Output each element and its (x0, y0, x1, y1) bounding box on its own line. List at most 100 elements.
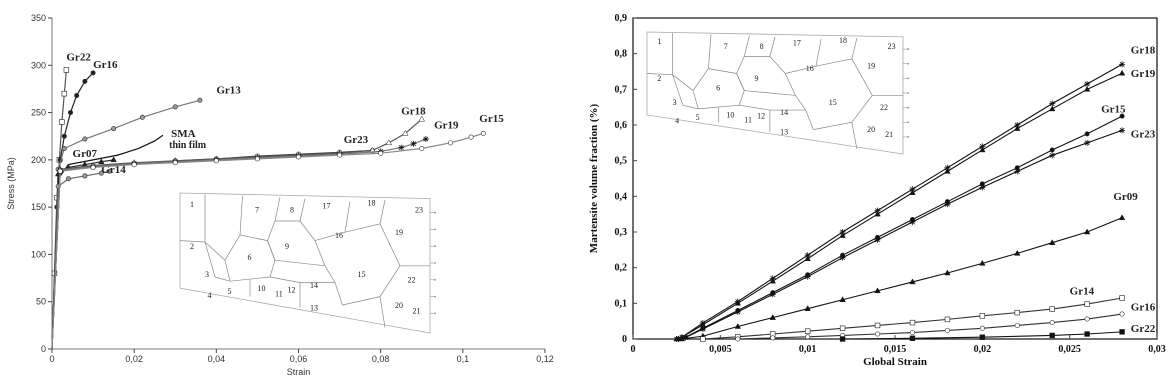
data-point (804, 273, 811, 280)
chart1-grain-boundary (744, 56, 786, 74)
data-point (734, 299, 742, 306)
data-point (98, 170, 104, 176)
chart1-y-tick-label: 0,2 (615, 263, 628, 274)
data-point (59, 119, 65, 125)
chart1-y-axis-title: Martensite volume fraction (%) (588, 103, 600, 253)
data-point (734, 323, 742, 329)
data-point (402, 129, 409, 136)
data-point (875, 331, 881, 337)
data-point (735, 336, 741, 342)
data-point (213, 158, 219, 164)
chart1-grain-label: 13 (780, 127, 788, 136)
chart0-grain-label: 18 (368, 199, 376, 208)
chart0-inset-node (434, 262, 436, 264)
chart0-grain-label: 2 (190, 242, 194, 251)
data-point (1119, 127, 1126, 134)
chart0-y-tick-label: 200 (31, 155, 46, 165)
series-label: Gr19 (1131, 68, 1156, 80)
data-point (1014, 168, 1021, 175)
series-label: Gr19 (434, 120, 459, 132)
data-point (944, 327, 950, 333)
chart1-series-gr09: Gr09 (678, 191, 1138, 342)
chart1-series-gr23: Gr23 (675, 127, 1156, 342)
data-point (1119, 295, 1125, 301)
data-point (90, 70, 96, 76)
chart0-grain-label: 19 (395, 228, 403, 237)
chart0-grain-boundary (314, 240, 343, 306)
series-line (51, 132, 484, 350)
data-point (63, 67, 70, 73)
chart0-grain-label: 10 (258, 284, 266, 293)
chart1-y-tick-label: 0,8 (615, 49, 628, 60)
chart1-grain-label: 12 (757, 112, 765, 121)
chart0-grain-label: 4 (208, 291, 212, 300)
data-point (979, 184, 986, 191)
chart0-grain-boundary (299, 198, 306, 222)
chart1-grain-label: 21 (885, 130, 893, 139)
data-point (769, 277, 776, 284)
data-point (909, 219, 916, 226)
data-point (874, 207, 881, 214)
data-point (1048, 239, 1056, 245)
data-point (468, 134, 474, 140)
chart1-grain-label: 16 (806, 64, 814, 73)
chart1-inset-node (907, 77, 909, 80)
data-point (172, 160, 178, 166)
data-point (874, 322, 881, 329)
chart1-grain-label: 3 (673, 98, 677, 107)
data-point (944, 316, 951, 323)
chart1-x-tick-label: 0,015 (884, 344, 907, 355)
data-point (410, 140, 417, 147)
data-point (197, 97, 203, 103)
chart1-y-tick-label: 0,9 (615, 13, 628, 24)
chart0-grain-label: 12 (288, 285, 296, 294)
chart0-y-tick-label: 100 (31, 249, 46, 259)
chart1-grain-label: 23 (888, 42, 896, 51)
chart0-grain-boundary (214, 276, 231, 282)
chart1-inset-outline (646, 31, 904, 155)
chart0-inset-node (434, 312, 436, 315)
data-point (448, 140, 454, 146)
chart0-grain-boundary (204, 241, 226, 261)
data-point (804, 255, 811, 261)
chart0-grain-boundary (229, 276, 335, 283)
chart0-grain-label: 5 (228, 287, 232, 296)
series-label: Gr09 (1113, 191, 1138, 203)
chart0-grain-label: 23 (415, 206, 423, 215)
data-point (769, 314, 776, 320)
chart1-grain-boundary (769, 36, 776, 57)
data-point (82, 78, 88, 84)
data-point (1049, 332, 1055, 339)
data-point (82, 173, 88, 179)
data-point (1014, 322, 1020, 328)
chart1-y-tick-label: 0 (622, 334, 627, 345)
series-label: thin film (169, 140, 207, 151)
data-point (839, 254, 846, 261)
data-point (979, 313, 986, 319)
data-point (1048, 105, 1056, 112)
chart1-grain-label: 18 (839, 36, 847, 45)
series-label: Gr15 (1101, 104, 1126, 116)
chart0-grain-label: 11 (275, 290, 283, 299)
series-label: Gr23 (1131, 128, 1156, 140)
chart0-inset-node (434, 245, 436, 248)
data-point (67, 110, 73, 116)
chart0-grain-label: 6 (248, 253, 252, 262)
stress-strain-chart: 0 0,02 0,04 0,06 0,08 0,1 0,12 0 50 100 150 200 250 3… (6, 13, 554, 377)
chart0-inset-node (434, 295, 436, 298)
chart1-grain-label: 14 (780, 108, 788, 117)
series-label: Gr14 (101, 164, 126, 176)
series-label: Gr22 (1131, 323, 1156, 335)
data-point (337, 152, 343, 158)
series-line (737, 313, 1123, 340)
data-point (107, 168, 113, 174)
data-point (678, 335, 686, 342)
data-point (1084, 131, 1090, 137)
data-point (82, 136, 88, 142)
chart1-grain-label: 19 (867, 62, 875, 71)
chart1-x-axis-title: Global Strain (863, 356, 927, 368)
chart0-series-gr13: Gr13 (51, 85, 241, 350)
chart1-grain-label: 11 (744, 115, 752, 124)
data-point (61, 133, 67, 139)
chart0-y-tick-label: 0 (41, 344, 46, 354)
